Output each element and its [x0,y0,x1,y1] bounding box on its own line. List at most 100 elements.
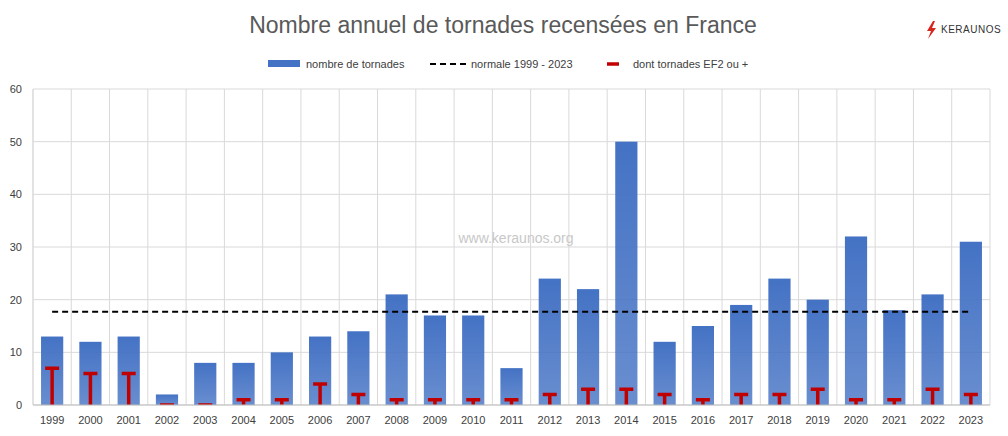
stem [887,400,901,405]
grid-line-vertical [951,89,952,405]
stem [849,400,863,405]
bar [692,326,714,405]
bar [79,342,101,405]
stem [543,394,557,405]
y-tick-label: 30 [10,241,22,253]
chart-root: Nombre annuel de tornades recensées en F… [0,0,1008,436]
y-tick-labels: 0 10 20 30 40 50 60 [10,83,22,411]
x-tick-label: 2008 [384,414,408,426]
x-tick-label: 2007 [346,414,370,426]
logo-text: KERAUNOS [941,24,1001,35]
legend: nombre de tornadesnormale 1999 - 2023don… [268,58,748,70]
grid-line-vertical [300,89,301,405]
bar [309,337,331,405]
bar [654,342,676,405]
title: Nombre annuel de tornades recensées en F… [249,12,757,38]
x-tick-label: 2006 [308,414,332,426]
grid-line [33,89,990,90]
x-tick-label: 2012 [538,414,562,426]
x-tick-label: 2013 [576,414,600,426]
x-tick-label: 2014 [614,414,638,426]
y-tick-label: 0 [16,399,22,411]
marks [41,142,982,405]
grid-line-vertical [836,89,837,405]
y-tick-label: 50 [10,136,22,148]
stem [313,384,327,405]
bar [577,289,599,405]
stem [122,373,136,405]
y-tick-label: 40 [10,188,22,200]
y-tick-label: 60 [10,83,22,95]
grid-line-vertical [760,89,761,405]
grid-line-vertical [454,89,455,405]
grid-line-vertical [530,89,531,405]
x-tick-label: 2018 [767,414,791,426]
bar [500,368,522,405]
x-tick-label: 2020 [844,414,868,426]
x-tick-label: 1999 [40,414,64,426]
legend-label: dont tornades EF2 ou + [633,58,748,70]
y-tick-label: 10 [10,346,22,358]
bar [118,337,140,405]
grid-line-vertical [645,89,646,405]
stem [45,368,59,405]
watermark: www.keraunos.org [457,230,573,246]
x-tick-label: 2017 [729,414,753,426]
grid-line-vertical [683,89,684,405]
grid-line [33,194,990,195]
x-tick-label: 2003 [193,414,217,426]
bar [730,305,752,405]
legend-swatch [268,60,300,67]
x-tick-label: 2023 [959,414,983,426]
grid-line [33,141,990,142]
bar [462,315,484,405]
bar [156,394,178,405]
x-tick-label: 2021 [882,414,906,426]
x-axis-line [33,405,990,406]
stem [505,400,519,405]
stem [237,400,251,405]
y-axis-line [33,89,34,405]
grid-line-vertical [492,89,493,405]
y-tick-label: 20 [10,294,22,306]
grid-line [33,405,990,406]
grid-line-vertical [224,89,225,405]
stem [619,389,633,405]
stem [811,389,825,405]
stem [696,400,710,405]
grid [33,89,990,405]
x-tick-label: 2016 [691,414,715,426]
grid-line-vertical [913,89,914,405]
bar [232,363,254,405]
x-tick-label: 2019 [805,414,829,426]
stem-series [45,368,978,405]
legend-swatch [430,63,466,65]
x-tick-label: 2001 [116,414,140,426]
x-tick-label: 2002 [155,414,179,426]
x-tick-label: 2005 [270,414,294,426]
stem [351,394,365,405]
bar [539,279,561,405]
grid-line-vertical [415,89,416,405]
bar-series [41,142,982,405]
bar [347,331,369,405]
grid-line-vertical [568,89,569,405]
bar [960,242,982,405]
x-tick-labels: 1999200020012002200320042005200620072008… [40,414,983,426]
chart: Nombre annuel de tornades recensées en F… [0,0,1008,436]
grid-line-vertical [109,89,110,405]
x-tick-label: 2009 [423,414,447,426]
stem [734,394,748,405]
logo-icon [927,21,936,39]
line [52,311,971,313]
stem [658,394,672,405]
grid-line-vertical [339,89,340,405]
grid-line-vertical [147,89,148,405]
x-tick-label: 2015 [652,414,676,426]
stem [772,394,786,405]
grid-line-vertical [71,89,72,405]
bar [271,352,293,405]
x-tick-label: 2022 [920,414,944,426]
x-tick-label: 2004 [231,414,255,426]
stem [390,400,404,405]
